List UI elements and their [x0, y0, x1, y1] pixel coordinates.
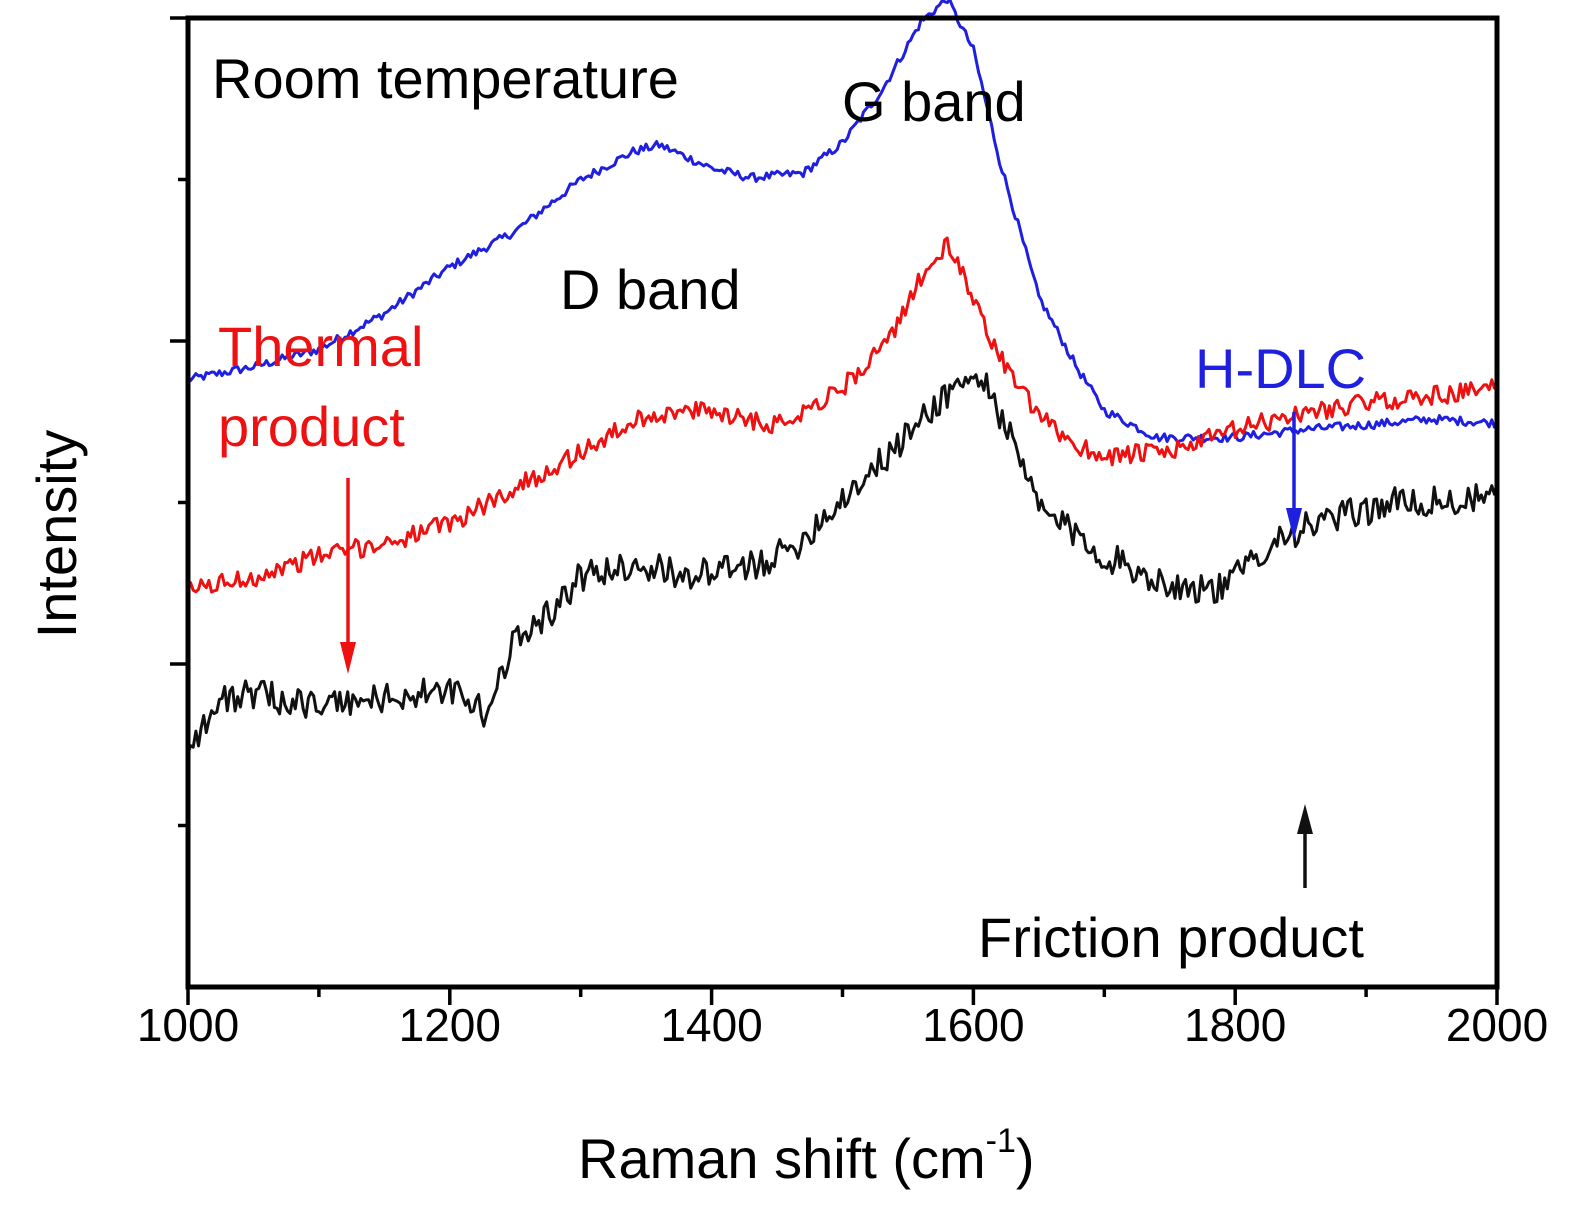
x-tick-label: 1400 [660, 999, 762, 1051]
x-tick-label: 1600 [922, 999, 1024, 1051]
annotation-room-temperature: Room temperature [212, 47, 679, 110]
annotation-g-band: G band [842, 70, 1026, 133]
x-axis-title-main: Raman shift (cm [578, 1127, 986, 1190]
x-axis-title-superscript: -1 [986, 1122, 1016, 1160]
x-axis-title-suffix: ) [1016, 1127, 1035, 1190]
x-tick-label: 1200 [399, 999, 501, 1051]
plot-frame [185, 15, 1500, 990]
x-tick-label: 2000 [1446, 999, 1548, 1051]
friction-arrow-icon [1297, 804, 1313, 888]
series-line-friction-product [186, 372, 1499, 754]
hdlc-arrow-icon [1286, 412, 1302, 540]
x-tick-label: 1800 [1184, 999, 1286, 1051]
annotation-friction-product: Friction product [978, 906, 1364, 969]
annotation-thermal-line2: product [218, 395, 405, 458]
x-axis-title: Raman shift (cm-1) [578, 1122, 1035, 1190]
series-layer [186, 0, 1499, 754]
x-tick-label: 1000 [137, 999, 239, 1051]
y-axis-title: Intensity [25, 430, 88, 639]
axes-layer: 1000 1200 1400 1600 1800 2000 [137, 15, 1548, 1051]
annotation-hdlc: H-DLC [1195, 337, 1366, 400]
series-line-thermal-product [187, 236, 1498, 594]
thermal-arrow-icon [340, 478, 356, 674]
series-line-h-dlc [186, 0, 1499, 444]
annotation-thermal-line1: Thermal [218, 315, 423, 378]
annotation-d-band: D band [560, 258, 741, 321]
